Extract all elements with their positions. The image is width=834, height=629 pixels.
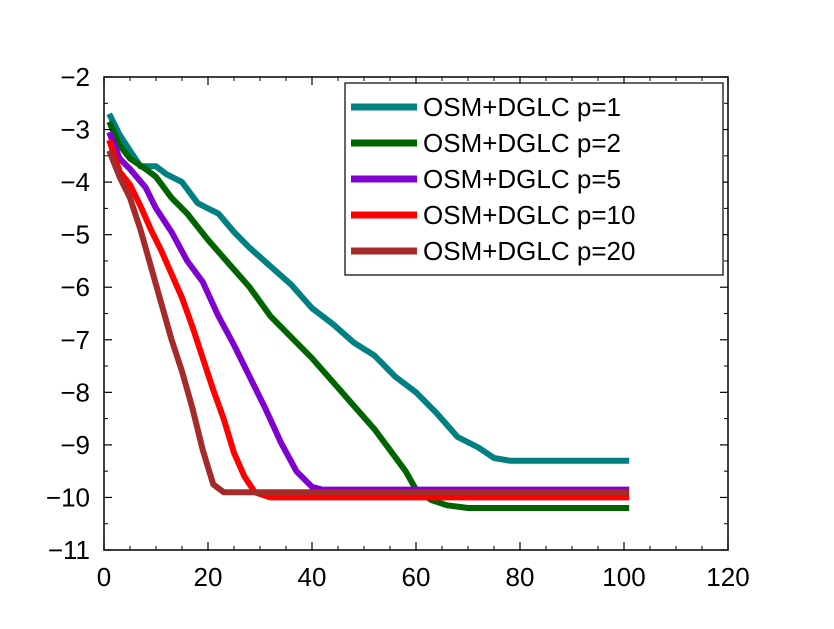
series-line-1 — [106, 112, 630, 464]
legend-label-3: OSM+DGLC p=5 — [423, 164, 621, 194]
x-tick-label: 100 — [602, 562, 645, 592]
y-tick-label: −11 — [48, 535, 90, 565]
y-tick-label: −6 — [60, 272, 90, 302]
ticks-layer: 0 20 40 60 80 100 120 −2 −3 −4 −5 −6 −7 −8 −9 −10 −11 — [46, 62, 750, 592]
legend-label-5: OSM+DGLC p=20 — [423, 236, 635, 266]
y-tick-label: −5 — [60, 220, 90, 250]
series-line-2 — [106, 120, 630, 511]
y-tick-label: −8 — [60, 377, 90, 407]
legend-label-1: OSM+DGLC p=1 — [423, 92, 621, 122]
x-tick-label: 40 — [298, 562, 327, 592]
x-tick-label: 0 — [97, 562, 111, 592]
y-tick-label: −10 — [46, 482, 90, 512]
series-line-5 — [106, 149, 630, 496]
series-layer — [106, 112, 630, 511]
series-line-4 — [106, 139, 630, 501]
x-tick-label: 80 — [506, 562, 535, 592]
y-tick-label: −7 — [60, 325, 90, 355]
x-tick-label: 120 — [706, 562, 749, 592]
y-tick-label: −3 — [60, 115, 90, 145]
legend-label-4: OSM+DGLC p=10 — [423, 200, 635, 230]
legend-label-2: OSM+DGLC p=2 — [423, 128, 621, 158]
y-tick-label: −2 — [60, 62, 90, 92]
x-tick-label: 60 — [402, 562, 431, 592]
legend: OSM+DGLC p=1 OSM+DGLC p=2 OSM+DGLC p=5 OSM+… — [344, 82, 724, 276]
y-tick-label: −9 — [60, 430, 90, 460]
x-tick-label: 20 — [194, 562, 223, 592]
y-tick-label: −4 — [60, 167, 90, 197]
